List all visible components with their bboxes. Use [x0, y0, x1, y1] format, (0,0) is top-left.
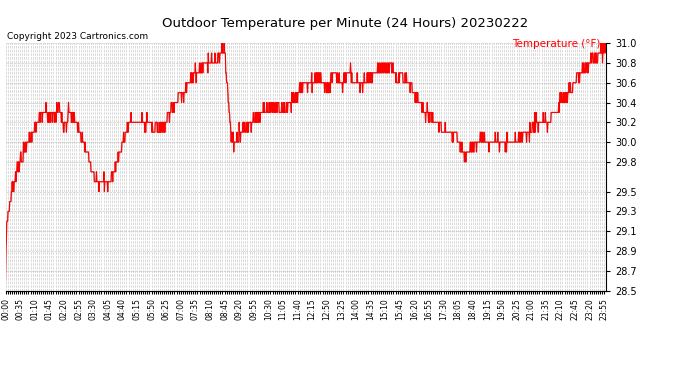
Text: Temperature (°F): Temperature (°F) — [512, 39, 600, 50]
Text: Copyright 2023 Cartronics.com: Copyright 2023 Cartronics.com — [7, 32, 148, 41]
Text: Outdoor Temperature per Minute (24 Hours) 20230222: Outdoor Temperature per Minute (24 Hours… — [162, 17, 528, 30]
